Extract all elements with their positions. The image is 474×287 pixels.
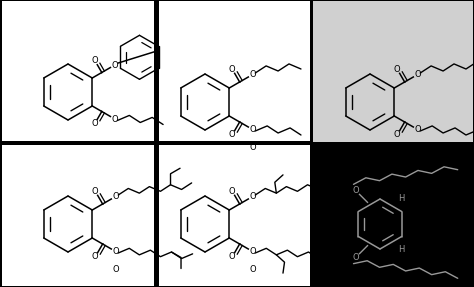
Text: H: H xyxy=(398,194,404,203)
Text: O: O xyxy=(91,56,98,65)
Text: O: O xyxy=(249,265,256,274)
Text: O: O xyxy=(229,131,236,139)
Text: O: O xyxy=(112,192,119,201)
Text: O: O xyxy=(249,192,256,201)
Text: O: O xyxy=(249,143,256,152)
Text: O: O xyxy=(229,65,236,73)
Text: O: O xyxy=(249,247,256,256)
Text: H: H xyxy=(398,245,404,254)
Text: O: O xyxy=(229,187,236,195)
Text: O: O xyxy=(394,65,401,73)
Bar xyxy=(159,145,310,286)
Bar xyxy=(2,1,154,141)
Text: O: O xyxy=(92,253,99,261)
Text: O: O xyxy=(414,125,421,134)
Text: O: O xyxy=(249,70,256,79)
Text: O: O xyxy=(352,253,359,262)
Text: O: O xyxy=(249,125,256,134)
Text: O: O xyxy=(352,186,359,195)
Bar xyxy=(313,1,473,142)
Bar xyxy=(2,145,154,286)
Text: O: O xyxy=(111,115,118,123)
Bar xyxy=(159,1,310,141)
Text: O: O xyxy=(91,119,98,128)
Text: O: O xyxy=(92,187,99,195)
Text: O: O xyxy=(111,61,118,69)
Text: O: O xyxy=(229,253,236,261)
Text: O: O xyxy=(414,143,421,152)
Text: O: O xyxy=(112,247,119,256)
Text: O: O xyxy=(112,265,119,274)
Text: O: O xyxy=(414,70,421,79)
Text: O: O xyxy=(394,131,401,139)
